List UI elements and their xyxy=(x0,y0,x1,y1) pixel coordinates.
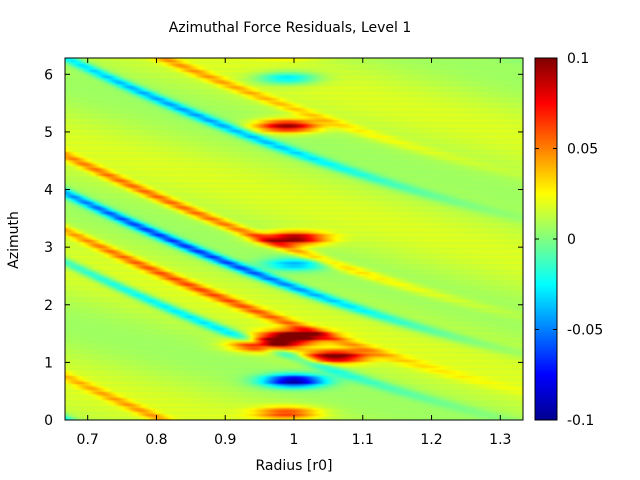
y-tick-label: 6 xyxy=(44,67,53,83)
y-tick-label: 3 xyxy=(44,240,53,256)
y-tick-label: 5 xyxy=(44,125,53,141)
y-tick-label: 1 xyxy=(44,355,53,371)
x-tick-label: 0.7 xyxy=(77,432,99,448)
y-axis-ticks: 0 1 2 3 4 5 6 xyxy=(44,67,523,429)
y-axis-label: Azimuth xyxy=(6,211,22,269)
colorbar-tick-label: -0.05 xyxy=(567,323,603,339)
colorbar-ticks: 0.1 0.05 0 -0.05 -0.1 xyxy=(535,51,603,429)
x-axis-ticks: 0.7 0.8 0.9 1 1.1 1.2 1.3 xyxy=(77,58,511,448)
x-tick-label: 1 xyxy=(290,432,299,448)
x-tick-label: 0.8 xyxy=(145,432,167,448)
y-tick-label: 2 xyxy=(44,298,53,314)
colorbar-tick-label: -0.1 xyxy=(567,413,594,429)
colorbar-tick-label: 0.1 xyxy=(567,51,589,67)
x-tick-label: 0.9 xyxy=(214,432,236,448)
x-tick-label: 1.3 xyxy=(489,432,511,448)
heatmap-image xyxy=(65,58,523,420)
colorbar-tick-label: 0 xyxy=(567,232,576,248)
x-tick-label: 1.1 xyxy=(352,432,374,448)
x-axis-label: Radius [r0] xyxy=(256,458,333,474)
heatmap-plot-area xyxy=(64,57,524,421)
chart-title: Azimuthal Force Residuals, Level 1 xyxy=(169,20,412,36)
y-tick-label: 0 xyxy=(44,413,53,429)
colorbar-tick-label: 0.05 xyxy=(567,142,598,158)
y-tick-label: 4 xyxy=(44,183,53,199)
x-tick-label: 1.2 xyxy=(420,432,442,448)
colorbar: 0.1 0.05 0 -0.05 -0.1 xyxy=(534,51,603,429)
